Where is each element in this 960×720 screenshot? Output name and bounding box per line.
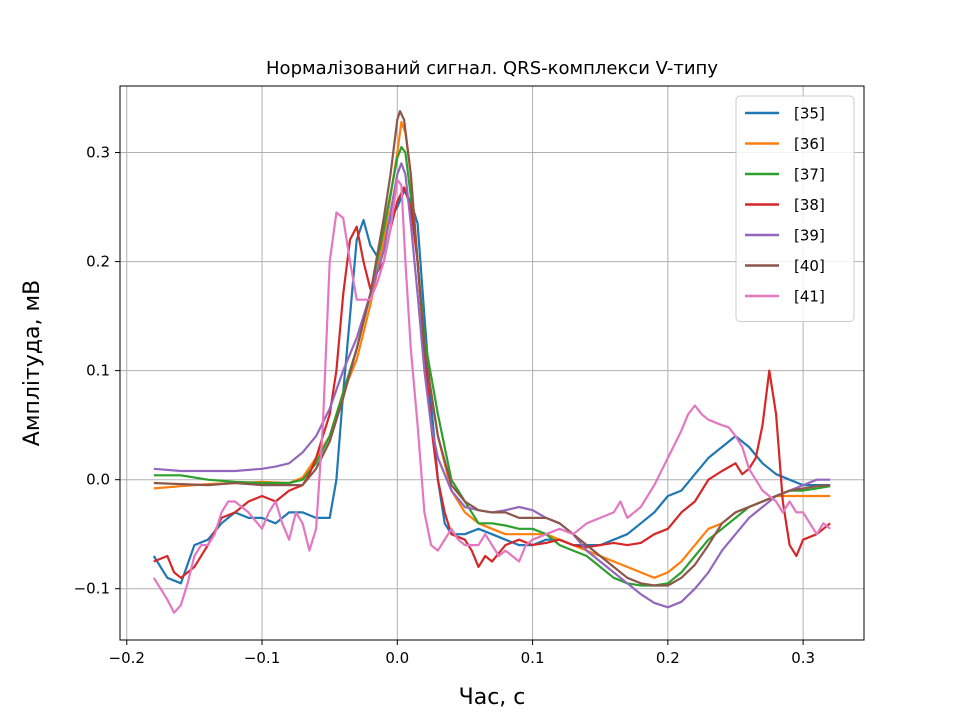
x-tick-label: 0.3 <box>791 649 815 667</box>
chart-title: Нормалізований сигнал. QRS-комплекси V-т… <box>266 58 718 79</box>
series-line-35 <box>152 189 831 585</box>
legend-label: [37] <box>794 166 825 184</box>
y-tick-label: −0.1 <box>74 580 110 598</box>
y-tick-label: 0.3 <box>86 144 110 162</box>
series-line-40 <box>153 110 831 587</box>
legend: [35] [36] [37] [38] [39] [40] [41] <box>735 95 855 322</box>
y-tick-label: 0.1 <box>86 362 110 380</box>
x-tick-label: 0.1 <box>521 649 545 667</box>
series-line-38 <box>153 186 831 579</box>
x-tick-label: 0.0 <box>385 649 409 667</box>
series-lines <box>152 110 831 614</box>
y-axis-label: Амплітуда, мВ <box>20 280 45 446</box>
legend-label: [36] <box>794 135 825 153</box>
x-axis-label: Час, с <box>459 685 526 710</box>
x-tick-label: 0.2 <box>656 649 680 667</box>
plot-area-frame <box>119 85 865 641</box>
y-tick-label: 0.0 <box>86 471 110 489</box>
x-tick-label: −0.1 <box>244 649 280 667</box>
series-line-37 <box>153 146 831 587</box>
legend-label: [40] <box>794 257 825 275</box>
y-tick-label: 0.2 <box>86 253 110 271</box>
legend-label: [41] <box>794 288 825 306</box>
legend-label: [35] <box>794 105 825 123</box>
legend-label: [39] <box>794 227 825 245</box>
series-line-41 <box>152 178 831 614</box>
x-tick-label: −0.2 <box>109 649 145 667</box>
legend-label: [38] <box>794 196 825 214</box>
axis-ticks: −0.2 −0.1 0.0 0.1 0.2 0.3 −0.1 0.0 0.1 0.2 0.3 <box>74 144 815 667</box>
